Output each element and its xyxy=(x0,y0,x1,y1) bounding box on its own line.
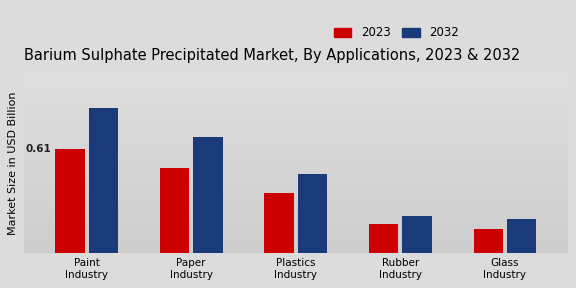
Text: 0.61: 0.61 xyxy=(25,144,51,154)
Bar xyxy=(507,219,536,253)
Bar xyxy=(473,229,503,253)
Bar xyxy=(194,137,222,253)
Bar xyxy=(403,215,432,253)
Bar xyxy=(89,108,118,253)
Bar xyxy=(160,168,189,253)
Bar xyxy=(369,224,398,253)
Text: Barium Sulphate Precipitated Market, By Applications, 2023 & 2032: Barium Sulphate Precipitated Market, By … xyxy=(24,48,520,62)
Bar xyxy=(55,149,85,253)
Bar xyxy=(264,193,294,253)
Legend: 2023, 2032: 2023, 2032 xyxy=(329,22,464,44)
Bar xyxy=(298,175,327,253)
Y-axis label: Market Size in USD Billion: Market Size in USD Billion xyxy=(8,92,18,235)
